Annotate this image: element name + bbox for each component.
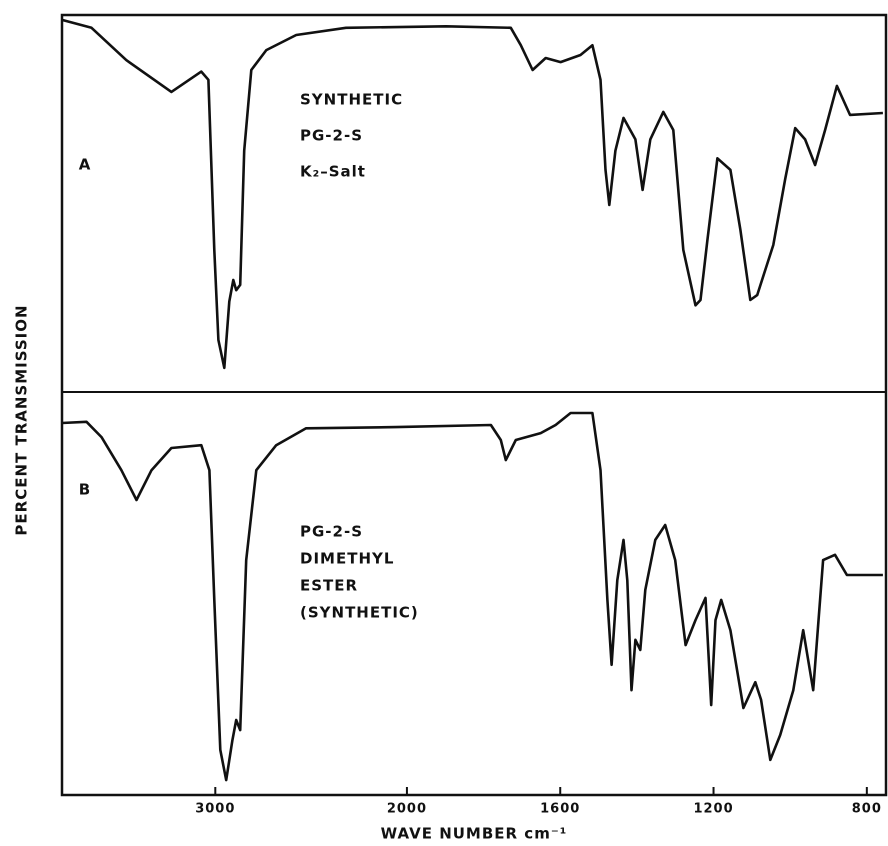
x-tick-label: 800 [852, 802, 882, 817]
annotation: (SYNTHETIC) [300, 604, 419, 622]
annotation: ESTER [300, 577, 358, 595]
annotation: K₂–Salt [300, 163, 366, 181]
y-axis-label: PERCENT TRANSMISSION [13, 304, 31, 535]
x-axis-label: WAVE NUMBER cm⁻¹ [381, 825, 568, 843]
x-tick-label: 2000 [387, 802, 427, 817]
annotation: DIMETHYL [300, 550, 394, 568]
annotation: SYNTHETIC [300, 91, 403, 109]
x-tick-label: 3000 [195, 802, 235, 817]
spectrum-line [61, 411, 883, 782]
panel-label: A [79, 156, 92, 174]
plot-frame [60, 13, 888, 797]
x-tick-label: 1600 [540, 802, 580, 817]
annotation: PG-2-S [300, 127, 363, 145]
annotation: PG-2-S [300, 523, 363, 541]
x-tick-label: 1200 [693, 802, 733, 817]
spectrum-line [61, 18, 883, 370]
panel-label: B [79, 481, 91, 499]
